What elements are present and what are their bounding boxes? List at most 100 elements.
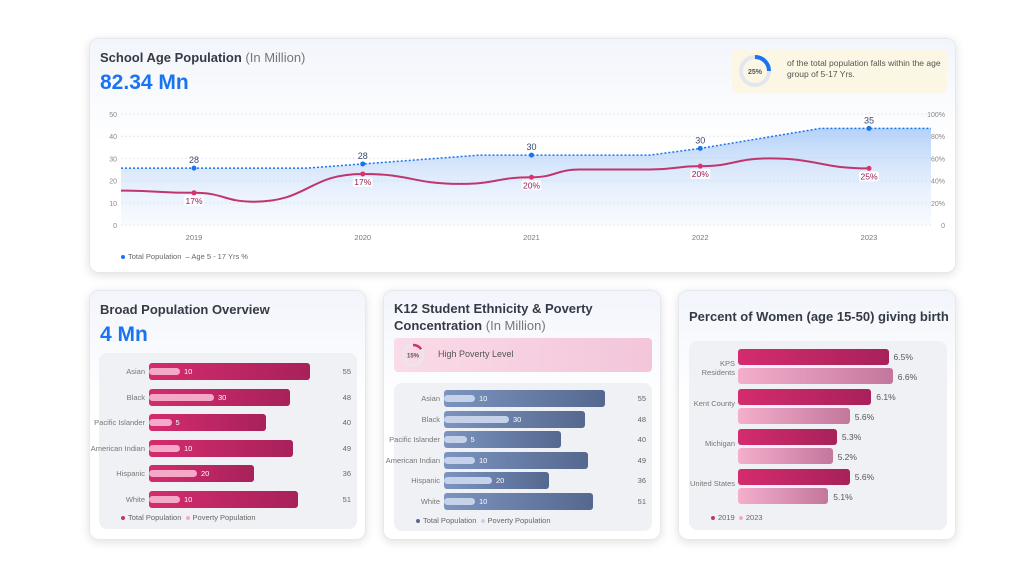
- poverty-bar: [444, 498, 475, 505]
- bar-2023: [738, 488, 829, 504]
- group-row: KPS Residents 6.5% 6.6%: [689, 349, 947, 385]
- label-2023: 5.1%: [833, 492, 853, 502]
- line-chart: 0 0 10 20% 20 40% 30 60% 40 80% 50 100% 2019 2020 2021…: [109, 112, 945, 242]
- chart-legend: Total Population – Age 5 - 17 Yrs %: [121, 252, 248, 261]
- total-value: 48: [342, 392, 351, 402]
- bar-chart-panel: Asian 10 55 Black 30 48 Pacific Islander 5…: [91, 353, 357, 529]
- poverty-value: 10: [184, 495, 193, 504]
- poverty-value: 20: [201, 469, 210, 479]
- poverty-bar: [149, 470, 197, 478]
- total-population-point: [191, 165, 197, 171]
- poverty-value: 5: [470, 435, 475, 445]
- row-label: Pacific Islander: [389, 435, 440, 445]
- group-row: Michigan 5.3% 5.2%: [689, 429, 947, 465]
- school-age-population-card: School Age Population (In Million) 82.34…: [89, 38, 956, 273]
- row-label: Black: [126, 392, 145, 402]
- age-percent-line: [120, 157, 870, 203]
- age-percent-point: [697, 163, 703, 169]
- y-tick-right: 40%: [931, 179, 945, 186]
- poverty-value: 10: [479, 455, 488, 465]
- age-percent-label: 20%: [523, 180, 540, 190]
- total-value: 82.34 Mn: [100, 71, 189, 94]
- label-2019: 6.1%: [876, 392, 896, 402]
- age-percent-label: 20%: [692, 169, 709, 179]
- bar-row: Pacific Islander 5 40: [389, 431, 652, 449]
- bar-row: Asian 10 55: [99, 363, 357, 381]
- x-tick: 2021: [523, 233, 540, 242]
- group-row: Kent County 6.1% 5.6%: [689, 389, 947, 425]
- bar-2019: [738, 349, 889, 365]
- total-value: 40: [637, 435, 646, 445]
- y-tick-left: 30: [109, 156, 117, 163]
- poverty-value: 20: [496, 476, 505, 486]
- y-tick-right: 100%: [927, 112, 945, 119]
- poverty-bar: [444, 415, 509, 423]
- total-population-line: [121, 127, 931, 169]
- card-title: Broad Population Overview: [100, 302, 270, 317]
- bar-2019: [738, 389, 872, 405]
- row-label: Michigan: [704, 439, 735, 448]
- age-percent-label: 17%: [354, 177, 371, 187]
- bar-2019: [738, 429, 837, 445]
- total-value: 49: [342, 443, 351, 453]
- poverty-value: 5: [175, 418, 180, 428]
- label-2023: 5.2%: [837, 452, 857, 462]
- y-tick-left: 0: [113, 223, 117, 230]
- total-population-label: 35: [864, 115, 874, 125]
- total-population-point: [529, 152, 534, 158]
- age-percent-label: 17%: [185, 196, 202, 206]
- row-label: Hispanic: [411, 476, 440, 486]
- group-row: United States 5.6% 5.1%: [689, 469, 947, 505]
- y-tick-left: 40: [109, 134, 117, 141]
- row-label: White: [420, 497, 440, 506]
- total-population-point: [866, 125, 872, 131]
- row-label: Kent County: [693, 399, 735, 408]
- poverty-value: 30: [218, 392, 227, 402]
- total-bar: [444, 410, 585, 428]
- label-2019: 5.3%: [841, 432, 862, 442]
- bar-chart-panel: Asian 10 55 Black 30 48 Pacific Islander 5…: [386, 383, 652, 531]
- bar-row: Hispanic 20 36: [99, 465, 357, 483]
- total-value: 36: [342, 469, 351, 479]
- poverty-bar: [149, 419, 172, 427]
- card-title: School Age Population (In Million): [100, 50, 306, 65]
- total-bar: [149, 388, 290, 406]
- y-tick-left: 50: [109, 112, 117, 119]
- total-bar: [149, 465, 255, 483]
- bar-row: American Indian 10 49: [386, 451, 652, 470]
- y-tick-right: 60%: [931, 156, 945, 163]
- total-population-point: [360, 161, 366, 167]
- chart-legend: Total Population Poverty Population: [416, 516, 551, 525]
- y-tick-left: 10: [109, 201, 117, 208]
- women-birth-card: Percent of Women (age 15-50) giving birt…: [678, 290, 956, 540]
- total-value: 40: [342, 418, 351, 428]
- row-label: American Indian: [90, 443, 145, 453]
- total-value: 51: [637, 497, 646, 506]
- callout-text: of the total population falls within the…: [787, 58, 941, 79]
- bar-row: American Indian 10 49: [91, 439, 357, 458]
- y-tick-right: 20%: [931, 201, 945, 208]
- label-2023: 5.6%: [854, 412, 875, 422]
- label-2023: 6.6%: [897, 372, 918, 382]
- y-tick-right: 0: [941, 223, 945, 230]
- bar-row: Pacific Islander 5 40: [94, 414, 357, 432]
- poverty-bar: [444, 436, 467, 444]
- card-title: Percent of Women (age 15-50) giving birt…: [689, 309, 949, 324]
- chart-legend: Total Population Poverty Population: [121, 513, 256, 522]
- callout-box: 25% of the total population falls within…: [732, 49, 947, 93]
- total-value: 55: [637, 394, 646, 403]
- row-label: Hispanic: [116, 469, 145, 479]
- poverty-bar: [444, 477, 492, 485]
- svg-text:15%: 15%: [407, 354, 420, 360]
- age-percent-point: [529, 174, 534, 180]
- row-label: KPS Residents: [701, 359, 735, 377]
- poverty-bar: [149, 444, 180, 452]
- bar-2019: [738, 469, 850, 485]
- total-population-label: 28: [189, 155, 199, 165]
- k12-ethnicity-card: K12 Student Ethnicity & Poverty Concentr…: [383, 290, 661, 540]
- poverty-value: 10: [479, 394, 488, 403]
- bar-2023: [738, 368, 893, 384]
- total-population-label: 30: [695, 135, 705, 145]
- poverty-value: 30: [513, 414, 522, 424]
- total-value: 49: [637, 455, 646, 465]
